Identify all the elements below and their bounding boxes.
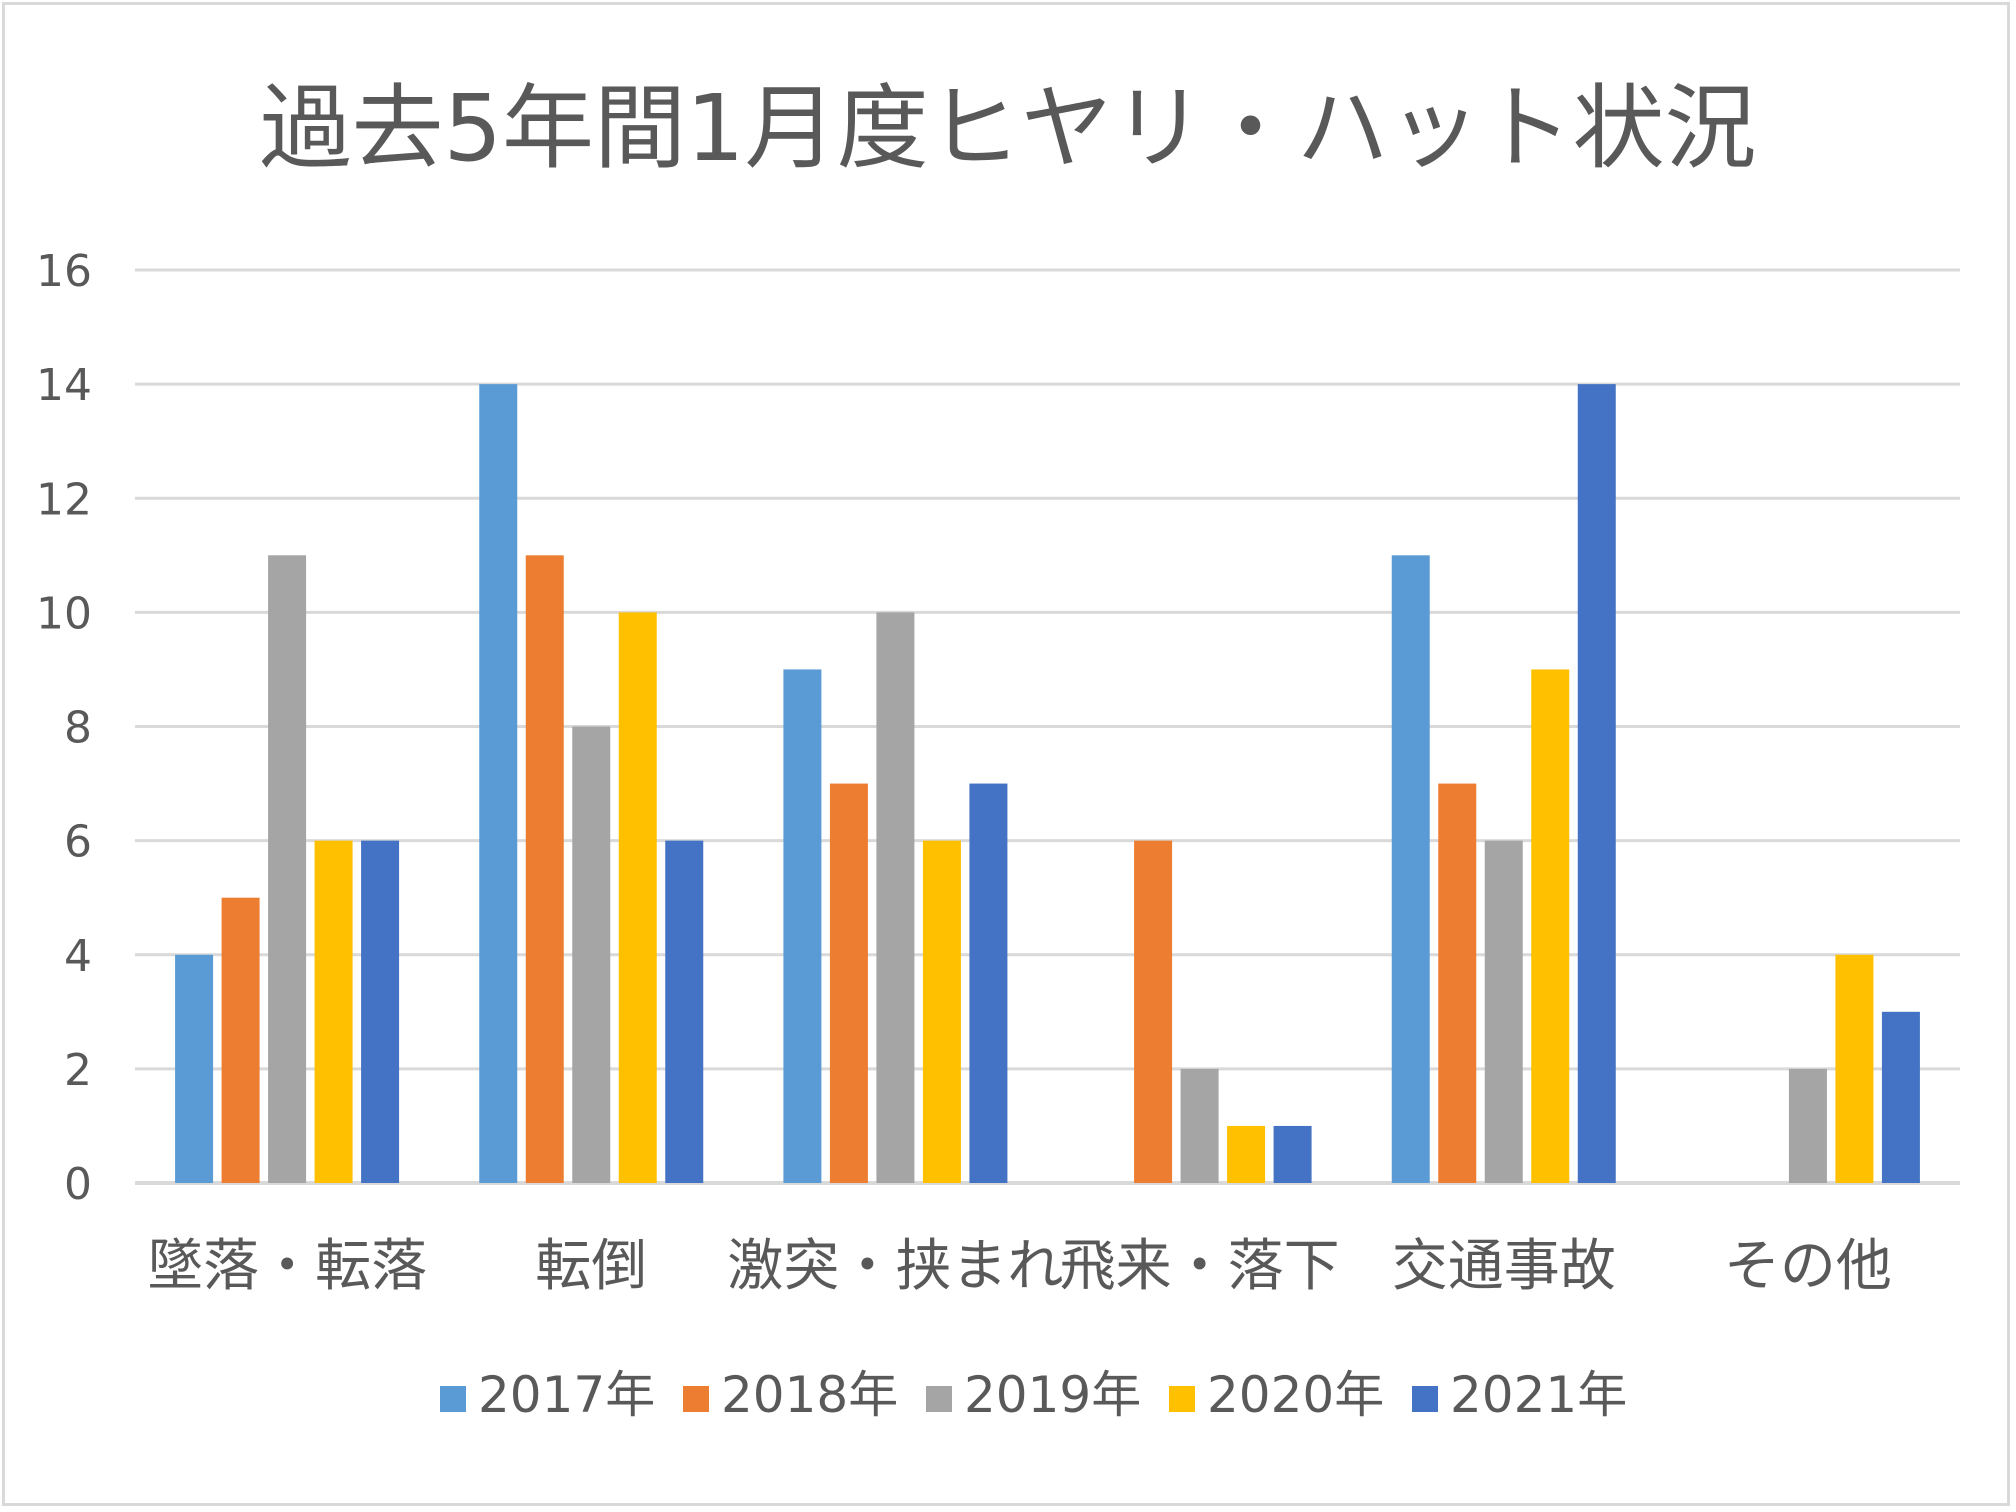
bars xyxy=(175,384,1920,1183)
legend-swatch-2019年 xyxy=(926,1386,952,1412)
bar-2017年-交通事故 xyxy=(1391,555,1430,1183)
bar-2021年-交通事故 xyxy=(1577,384,1616,1183)
bar-2021年-転倒 xyxy=(665,840,704,1183)
bar-2018年-交通事故 xyxy=(1438,783,1477,1183)
x-category-label: 激突・挟まれ xyxy=(727,1234,1063,1299)
bar-2021年-墜落・転落 xyxy=(361,840,400,1183)
bar-2019年-激突・挟まれ xyxy=(876,612,915,1183)
bar-2021年-激突・挟まれ xyxy=(969,783,1008,1183)
legend-swatch-2021年 xyxy=(1412,1386,1438,1412)
gridlines xyxy=(135,268,1960,1185)
bar-2021年-その他 xyxy=(1881,1011,1920,1183)
bar-2017年-墜落・転落 xyxy=(175,954,214,1183)
bar-2018年-墜落・転落 xyxy=(221,897,260,1183)
bar-2019年-その他 xyxy=(1788,1068,1827,1183)
x-category-label: 転倒 xyxy=(535,1234,647,1299)
y-tick-label: 6 xyxy=(64,817,92,868)
y-tick-label: 2 xyxy=(64,1045,92,1096)
bar-2017年-激突・挟まれ xyxy=(783,669,822,1183)
bar-2018年-激突・挟まれ xyxy=(829,783,868,1183)
x-category-label: 墜落・転落 xyxy=(147,1234,427,1299)
bar-2020年-転倒 xyxy=(618,612,657,1183)
legend-label: 2021年 xyxy=(1450,1366,1627,1424)
legend-label: 2019年 xyxy=(964,1366,1141,1424)
y-tick-label: 8 xyxy=(64,703,92,754)
legend-swatch-2017年 xyxy=(440,1386,466,1412)
y-tick-label: 10 xyxy=(36,588,92,639)
bar-2019年-転倒 xyxy=(572,726,611,1183)
x-category-label: 交通事故 xyxy=(1392,1234,1616,1299)
bar-2020年-飛来・落下 xyxy=(1227,1125,1266,1183)
legend-swatch-2020年 xyxy=(1169,1386,1195,1412)
legend-swatch-2018年 xyxy=(683,1386,709,1412)
bar-2019年-飛来・落下 xyxy=(1180,1068,1219,1183)
bar-2019年-交通事故 xyxy=(1484,840,1523,1183)
y-tick-label: 14 xyxy=(36,360,92,411)
legend-label: 2020年 xyxy=(1207,1366,1384,1424)
y-tick-label: 0 xyxy=(64,1159,92,1210)
bar-2018年-飛来・落下 xyxy=(1134,840,1173,1183)
bar-2020年-その他 xyxy=(1835,954,1874,1183)
chart-title: 過去5年間1月度ヒヤリ・ハット状況 xyxy=(259,75,1756,182)
bar-2020年-激突・挟まれ xyxy=(922,840,961,1183)
bar-2020年-交通事故 xyxy=(1531,669,1570,1183)
y-tick-label: 16 xyxy=(36,246,92,297)
bar-2021年-飛来・落下 xyxy=(1273,1125,1312,1183)
legend: 2017年 2018年 2019年 2020年 2021年 xyxy=(440,1366,1627,1424)
legend-label: 2018年 xyxy=(721,1366,898,1424)
bar-2020年-墜落・転落 xyxy=(314,840,353,1183)
bar-2019年-墜落・転落 xyxy=(268,555,307,1183)
x-category-label: 飛来・落下 xyxy=(1060,1234,1340,1299)
y-tick-label: 12 xyxy=(36,474,92,525)
bar-2017年-転倒 xyxy=(479,384,518,1183)
x-category-label: その他 xyxy=(1724,1234,1892,1299)
y-axis-labels: 0 2 4 6 8 10 12 14 16 xyxy=(36,246,92,1210)
bar-2018年-転倒 xyxy=(525,555,564,1183)
legend-label: 2017年 xyxy=(478,1366,655,1424)
y-tick-label: 4 xyxy=(64,931,92,982)
